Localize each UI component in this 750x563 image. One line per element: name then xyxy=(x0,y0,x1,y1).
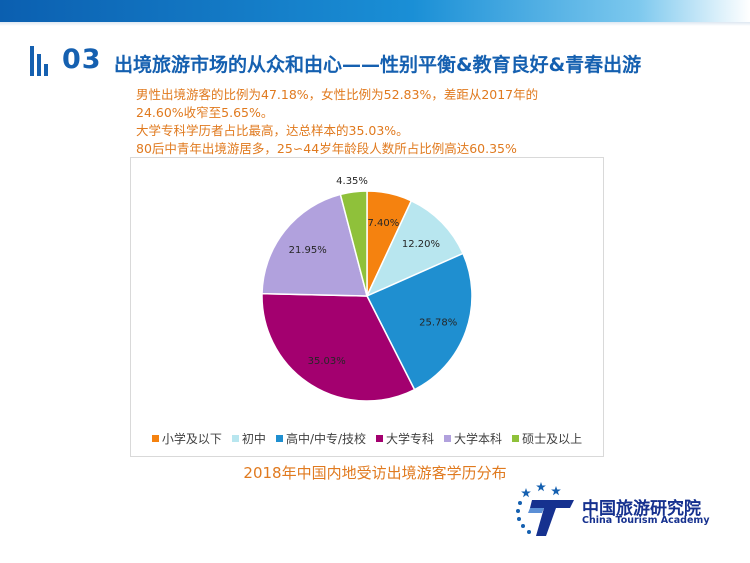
pie-data-label: 12.20% xyxy=(402,239,440,250)
pie-slice-5 xyxy=(261,193,368,297)
section-title: 出境旅游市场的从众和由心——性别平衡&教育良好&青春出游 xyxy=(114,54,642,76)
pie-data-label: 25.78% xyxy=(419,317,457,328)
pie-data-label: 7.40% xyxy=(367,218,399,229)
legend-label: 初中 xyxy=(241,432,266,446)
pie-data-label: 21.95% xyxy=(289,245,327,256)
legend-label: 小学及以下 xyxy=(161,432,222,446)
legend-swatch xyxy=(275,435,283,442)
academy-emblem-icon xyxy=(516,482,574,536)
pie-data-label: 4.35% xyxy=(336,176,368,187)
legend-item: 高中/中专/技校 xyxy=(275,430,367,447)
summary-line: 24.60%收窄至5.65%。 xyxy=(136,105,274,120)
legend-swatch xyxy=(376,435,384,442)
section-number: 03 xyxy=(62,44,102,75)
pie-chart: 7.40%12.20% 25.78% 35.03% 21.95% 4.35% xyxy=(261,176,473,402)
legend-label: 高中/中专/技校 xyxy=(285,432,367,446)
pie-slice-2 xyxy=(365,199,465,298)
top-banner-shadow xyxy=(0,22,750,26)
pie-data-label: 35.03% xyxy=(308,356,346,367)
academy-name-en: China Tourism Academy xyxy=(582,515,710,526)
legend-swatch xyxy=(444,435,452,442)
academy-logo: 中国旅游研究院 China Tourism Academy xyxy=(512,478,742,540)
legend-item: 小学及以下 xyxy=(151,430,222,447)
legend-swatch xyxy=(231,435,239,442)
legend-item: 大学本科 xyxy=(444,430,502,447)
legend-item: 硕士及以上 xyxy=(512,430,582,447)
legend-item: 初中 xyxy=(231,430,266,447)
summary-line: 80后中青年出境游居多，25∽44岁年龄段人数所占比例高达60.35% xyxy=(136,141,517,156)
summary-line: 大学专科学历者占比最高，达总样本的35.03%。 xyxy=(136,123,409,138)
chart-area: 7.40% 12.20% 25.78% 35.03% 21.95% 4.35% 小学及以下… xyxy=(130,157,604,457)
legend-label: 大学专科 xyxy=(386,432,435,446)
pie-slice-3 xyxy=(365,252,473,391)
summary-line: 男性出境游客的比例为47.18%，女性比例为52.83%，差距从2017年的 xyxy=(136,87,539,102)
chart-legend: 小学及以下 初中 高中/中专/技校 大学专科 大学本科 硕士及以上 xyxy=(131,430,603,447)
legend-item: 大学专科 xyxy=(376,430,434,447)
legend-label: 硕士及以上 xyxy=(522,432,583,446)
legend-label: 大学本科 xyxy=(454,432,503,446)
summary-text: 男性出境游客的比例为47.18%，女性比例为52.83%，差距从2017年的 2… xyxy=(136,86,696,158)
chart-caption: 2018年中国内地受访出境游客学历分布 xyxy=(243,464,507,482)
academy-name-cn: 中国旅游研究院 xyxy=(582,499,701,519)
legend-swatch xyxy=(512,435,520,442)
legend-swatch xyxy=(151,435,159,442)
top-banner xyxy=(0,0,750,22)
pie-slice-4 xyxy=(261,292,416,402)
pie-slice-6 xyxy=(339,190,368,297)
section-bars-icon xyxy=(30,46,50,76)
